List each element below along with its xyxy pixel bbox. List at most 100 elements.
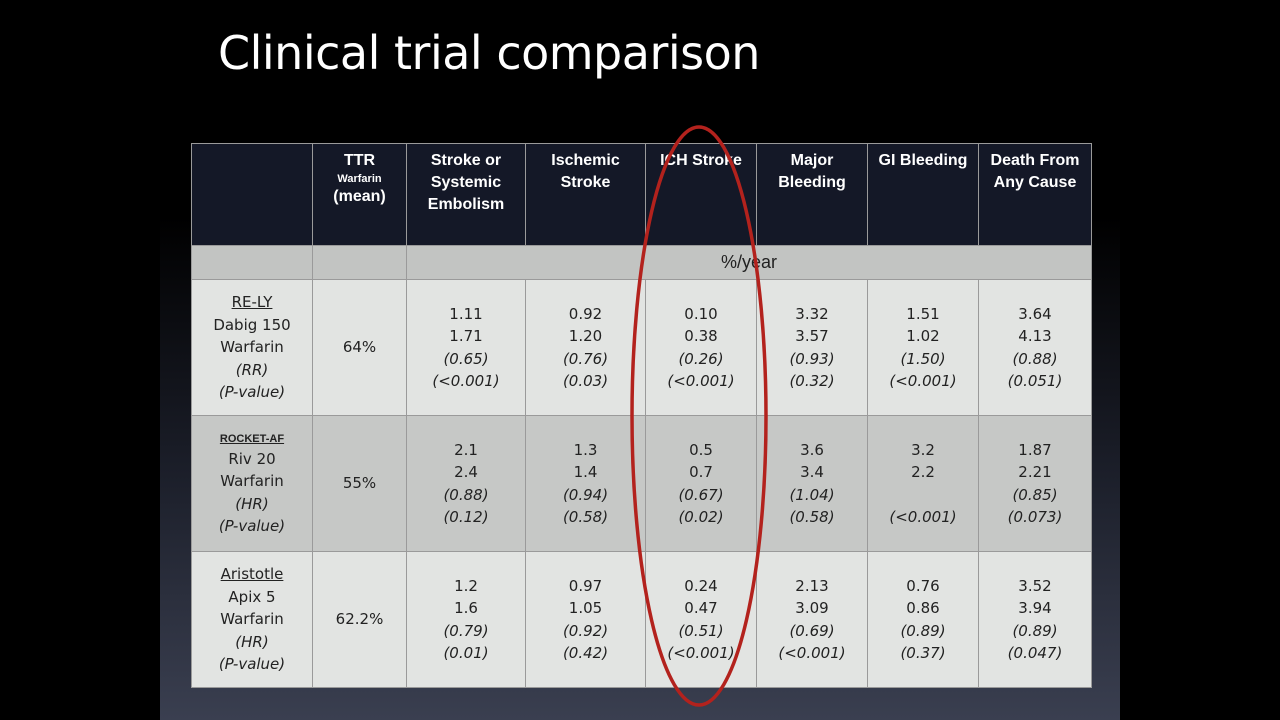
p-value: (0.42): [562, 644, 609, 662]
value-cell: 0.5 0.7 (0.67) (0.02): [645, 415, 757, 552]
table-row: Aristotle Apix 5 Warfarin (HR) (P-value) 62.2…: [191, 551, 1092, 688]
ratio-label: (RR): [235, 360, 269, 379]
warfarin-rate: 1.05: [568, 599, 603, 617]
drug-rate: 3.32: [795, 304, 829, 323]
drug-rate: 3.52: [1018, 576, 1052, 595]
ratio-value: (0.76): [562, 349, 609, 368]
ratio-value: (0.92): [562, 621, 609, 640]
unit-blank-2: [312, 245, 407, 280]
value-cell: 1.11 1.71 (0.65) (<0.001): [406, 279, 526, 416]
warfarin-rate: 0.86: [906, 599, 940, 617]
drug-rate: 1.51: [906, 304, 940, 323]
warfarin-rate: 1.02: [906, 327, 940, 345]
table-row: ROCKET-AF Riv 20 Warfarin (HR) (P-value) 55% 2…: [191, 415, 1092, 552]
p-value: (0.01): [443, 644, 489, 662]
comparison-table: TTR Warfarin (mean) Stroke or Systemic E…: [191, 143, 1092, 688]
unit-blank-1: [191, 245, 313, 280]
p-value: (0.073): [1007, 508, 1063, 526]
ratio-value: (0.88): [1012, 349, 1058, 368]
warfarin-rate: 1.20: [568, 327, 603, 345]
ratio-value: (0.89): [1012, 621, 1058, 640]
drug-name: Dabig 150: [213, 315, 291, 334]
value-cell: 1.51 1.02 (1.50) (<0.001): [867, 279, 979, 416]
drug-rate: 0.5: [689, 440, 713, 459]
warfarin-rate: 2.2: [911, 463, 935, 481]
ratio-value: (1.04): [789, 485, 835, 504]
p-value: (<0.001): [889, 372, 957, 390]
warfarin-rate: 3.57: [795, 327, 829, 345]
p-value-label: (P-value): [218, 383, 286, 402]
drug-rate: 1.11: [449, 304, 483, 323]
drug-rate: 3.64: [1018, 304, 1052, 323]
p-value: (<0.001): [778, 644, 846, 662]
p-value: (0.051): [1007, 372, 1063, 390]
value-cell: 3.6 3.4 (1.04) (0.58): [756, 415, 868, 552]
warfarin-rate: 3.94: [1018, 599, 1052, 617]
header-gi-bleeding: GI Bleeding: [867, 143, 979, 246]
header-corner: [191, 143, 313, 246]
p-value: (<0.001): [667, 372, 735, 390]
value-cell: 2.13 3.09 (0.69) (<0.001): [756, 551, 868, 688]
trial-label-cell: ROCKET-AF Riv 20 Warfarin (HR) (P-value): [191, 415, 313, 552]
value-cell: 0.92 1.20 (0.76) (0.03): [525, 279, 646, 416]
warfarin-rate: 3.4: [800, 463, 824, 481]
warfarin-rate: 2.21: [1018, 463, 1052, 481]
value-cell: 1.87 2.21 (0.85) (0.073): [978, 415, 1092, 552]
slide-title: Clinical trial comparison: [218, 26, 760, 80]
ratio-label: (HR): [235, 494, 269, 513]
p-value: (0.58): [789, 508, 835, 526]
p-value: (0.58): [562, 508, 609, 526]
ratio-value: (0.88): [443, 485, 489, 504]
ratio-value: (0.69): [789, 621, 835, 640]
unit-label: %/year: [406, 245, 1092, 280]
drug-name: Apix 5: [228, 587, 276, 606]
ratio-value: [868, 484, 978, 507]
value-cell: 1.2 1.6 (0.79) (0.01): [406, 551, 526, 688]
ratio-value: (0.89): [900, 621, 946, 640]
drug-rate: 2.13: [795, 576, 829, 595]
ttr-value: 55%: [312, 415, 407, 552]
trial-name: ROCKET-AF: [219, 432, 285, 445]
warfarin-rate: 3.09: [795, 599, 829, 617]
p-value: (<0.001): [432, 372, 500, 390]
trial-name: Aristotle: [220, 565, 284, 584]
value-cell: 1.3 1.4 (0.94) (0.58): [525, 415, 646, 552]
drug-rate: 3.2: [911, 440, 935, 459]
comparator-name: Warfarin: [220, 338, 284, 357]
value-cell: 3.2 2.2 (<0.001): [867, 415, 979, 552]
header-death: Death From Any Cause: [978, 143, 1092, 246]
ratio-value: (0.94): [562, 485, 609, 504]
p-value: (0.12): [443, 508, 489, 526]
warfarin-rate: 0.47: [684, 599, 718, 617]
drug-rate: 0.10: [684, 304, 718, 323]
p-value: (<0.001): [889, 508, 957, 526]
warfarin-rate: 4.13: [1018, 327, 1052, 345]
drug-rate: 0.92: [568, 304, 603, 323]
ratio-value: (0.67): [678, 485, 724, 504]
p-value: (0.32): [789, 372, 835, 390]
warfarin-rate: 1.4: [573, 463, 598, 481]
header-stroke-embolism: Stroke or Systemic Embolism: [406, 143, 526, 246]
value-cell: 0.10 0.38 (0.26) (<0.001): [645, 279, 757, 416]
ttr-value: 64%: [312, 279, 407, 416]
ratio-label: (HR): [235, 632, 269, 651]
header-ttr: TTR Warfarin (mean): [312, 143, 407, 246]
header-ischemic-stroke: Ischemic Stroke: [525, 143, 646, 246]
ratio-value: (1.50): [900, 349, 946, 368]
warfarin-rate: 1.6: [454, 599, 478, 617]
drug-name: Riv 20: [228, 449, 276, 468]
ttr-value: 62.2%: [312, 551, 407, 688]
warfarin-rate: 0.7: [689, 463, 713, 481]
drug-rate: 1.87: [1018, 440, 1052, 459]
value-cell: 2.1 2.4 (0.88) (0.12): [406, 415, 526, 552]
drug-rate: 1.2: [454, 576, 478, 595]
drug-rate: 0.24: [684, 576, 718, 595]
drug-rate: 0.76: [906, 576, 940, 595]
warfarin-rate: 2.4: [454, 463, 478, 481]
value-cell: 0.97 1.05 (0.92) (0.42): [525, 551, 646, 688]
value-cell: 3.64 4.13 (0.88) (0.051): [978, 279, 1092, 416]
ratio-value: (0.93): [789, 349, 835, 368]
ratio-value: (0.79): [443, 621, 489, 640]
ratio-value: (0.26): [678, 349, 724, 368]
unit-row: %/year: [191, 245, 1092, 280]
